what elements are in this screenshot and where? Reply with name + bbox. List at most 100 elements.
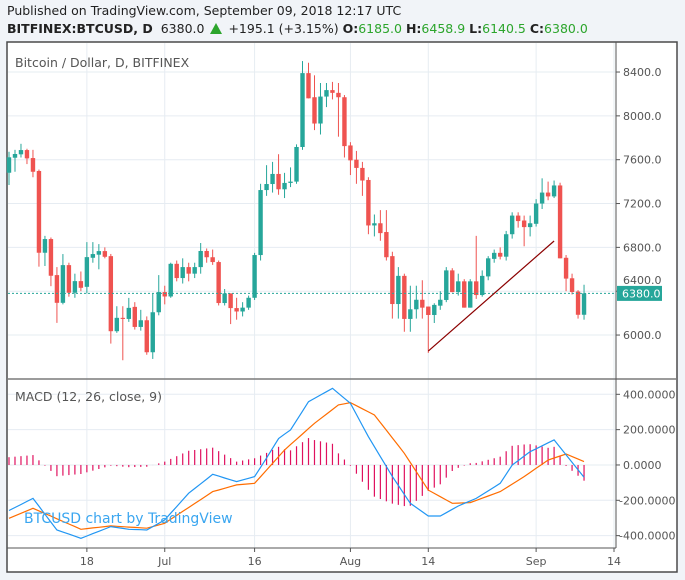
candle [96,244,102,270]
candle [533,199,539,227]
candle [300,61,305,150]
candle-body [444,270,449,300]
candles [6,61,587,361]
candle-body [156,292,161,313]
candle-body [491,252,497,259]
candle [102,247,108,259]
candle-body [210,257,215,263]
time-tick-label: 16 [248,555,262,568]
candle [324,82,329,108]
candle [144,316,149,355]
candle [497,247,503,260]
candle-body [551,185,557,197]
candle [342,95,347,158]
candle [563,255,569,292]
candle [132,302,137,330]
candle-body [366,179,371,226]
candle [480,270,485,297]
candle [270,161,275,193]
price-tick-label: 7600.0 [623,154,662,167]
macd-axis[interactable]: 400.0000 200.0000 0.0000 -200.0000 -400.0000 [616,388,676,543]
macd-pane-title: MACD (12, 26, close, 9) [15,389,162,404]
candle-body [342,97,347,147]
candle-body [521,220,527,228]
last-price-label: 6380.0 [622,287,661,300]
candle-body [162,292,167,297]
candle [312,75,317,131]
candle [450,268,455,293]
candle [581,284,587,320]
candle-body [330,90,335,93]
candle [138,309,143,331]
candle-body [539,192,545,204]
candle-body [234,308,239,312]
time-tick-label: 14 [421,555,435,568]
candle-body [414,299,419,310]
candle [162,285,167,305]
candle-body [408,309,413,319]
low-value: 6140.5 [482,21,526,36]
candle [126,297,131,322]
candle-body [90,254,96,258]
price-tick-label: 8400.0 [623,66,662,79]
candle [48,237,54,287]
candle-body [545,192,551,197]
candle [527,215,533,237]
candle-body [264,184,269,191]
candle [474,235,479,299]
candle-body [36,170,42,253]
trend-line[interactable] [427,240,555,352]
open-value: 6185.0 [358,21,402,36]
candle [78,271,84,292]
candle [491,249,497,263]
candle-body [276,173,281,190]
candle-body [360,167,365,181]
candle [84,242,90,294]
candle [252,252,257,300]
candle [210,249,215,265]
time-tick-label: 18 [80,555,94,568]
candle-body [288,181,293,183]
grid-lines [8,43,616,548]
candle [318,82,323,135]
candle-body [557,185,563,259]
candle [515,212,521,228]
candle [372,214,377,237]
candle-body [527,223,533,228]
candle-body [515,215,521,222]
candle [557,182,563,259]
price-change: +195.1 (+3.15%) [228,21,339,36]
candle [108,253,114,344]
candle [192,262,197,279]
candle [204,248,209,263]
candle [174,260,179,282]
candle [575,290,581,319]
candle [198,242,203,274]
candle [60,254,66,305]
candle-body [24,150,30,159]
candle [228,293,233,325]
candle-body [503,234,509,257]
time-tick-label: 14 [607,555,621,568]
candle-body [12,154,18,158]
candle-body [30,158,36,172]
candle-body [468,281,473,308]
candle [545,181,551,201]
candle [168,262,173,298]
candle [42,235,48,266]
time-axis[interactable]: 18 Jul 16 Aug 14 Sep 14 [80,548,621,568]
candle-body [432,304,437,315]
candle-body [78,281,84,288]
candle [6,151,12,186]
signal-line [8,401,585,530]
candle-body [569,278,575,292]
candle-body [306,73,311,99]
candle [486,256,491,281]
candle [569,273,575,295]
candle-body [198,250,203,268]
candle [551,180,557,199]
candle-body [533,203,539,224]
last-price-badge: 6380.0 [617,285,662,301]
close-label: C: [529,21,545,36]
